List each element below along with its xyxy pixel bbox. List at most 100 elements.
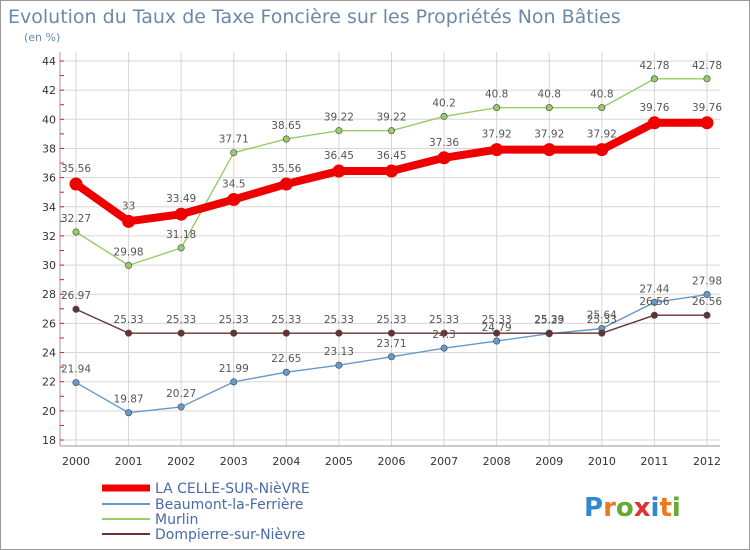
x-tick-label: 2010 — [588, 455, 616, 468]
data-label: 38.65 — [271, 120, 301, 132]
legend-label: Dompierre-sur-Nièvre — [155, 527, 305, 543]
logo-letter: x — [634, 493, 651, 523]
data-label: 20.27 — [166, 388, 196, 400]
y-tick-label: 30 — [42, 259, 56, 272]
data-label: 37.92 — [482, 129, 512, 141]
data-label: 25.33 — [114, 314, 144, 326]
proxiti-logo: Proxiti — [584, 493, 681, 523]
logo-text: Proxiti — [584, 493, 681, 523]
data-point — [703, 75, 711, 83]
data-label: 22.65 — [271, 353, 301, 365]
data-labels: 35.56 33 33.49 34.5 35.56 36.45 36.45 37.36 37.9… — [61, 60, 722, 406]
data-point — [230, 149, 238, 157]
data-point — [387, 329, 395, 337]
data-point — [177, 329, 185, 337]
data-point — [542, 143, 556, 157]
y-tick-label: 20 — [42, 405, 56, 418]
data-label: 29.98 — [114, 246, 144, 258]
data-point — [282, 135, 290, 143]
data-label: 32.27 — [61, 213, 91, 225]
data-point — [545, 104, 553, 112]
data-point — [332, 164, 346, 178]
logo-letter: o — [616, 493, 634, 523]
data-point — [650, 311, 658, 319]
data-point — [177, 403, 185, 411]
data-label: 24.79 — [482, 322, 512, 334]
data-label: 25.33 — [166, 314, 196, 326]
data-point — [440, 112, 448, 120]
data-label: 37.92 — [534, 129, 564, 141]
data-point — [174, 207, 188, 221]
data-label: 40.8 — [538, 89, 561, 101]
data-label: 35.56 — [271, 163, 301, 175]
data-point — [647, 116, 661, 130]
data-label: 25.33 — [376, 314, 406, 326]
data-point — [72, 305, 80, 313]
data-label: 23.71 — [376, 338, 406, 350]
x-tick-label: 2008 — [483, 455, 511, 468]
data-label: 42.78 — [692, 60, 722, 72]
data-point — [72, 228, 80, 236]
data-point — [227, 192, 241, 206]
data-point — [335, 329, 343, 337]
data-point — [595, 143, 609, 157]
logo-letter: i — [672, 493, 681, 523]
y-tick-label: 44 — [42, 55, 56, 68]
data-point — [335, 127, 343, 135]
logo-letter: P — [584, 493, 603, 523]
x-tick-label: 2002 — [167, 455, 195, 468]
y-tick-label: 34 — [42, 201, 56, 214]
data-point — [440, 344, 448, 352]
legend-label: LA CELLE-SUR-NièVRE — [155, 481, 310, 497]
x-tick-label: 2001 — [115, 455, 143, 468]
data-label: 39.76 — [639, 102, 669, 114]
data-label: 24.3 — [432, 329, 455, 341]
data-point — [230, 329, 238, 337]
legend: LA CELLE-SUR-NièVREBeaumont-la-FerrièreM… — [102, 481, 310, 543]
data-point — [440, 329, 448, 337]
data-label: 36.45 — [376, 150, 406, 162]
x-tick-label: 2009 — [535, 455, 563, 468]
data-point — [598, 329, 606, 337]
data-point — [490, 143, 504, 157]
y-tick-label: 22 — [42, 376, 56, 389]
data-label: 21.94 — [61, 364, 91, 376]
y-tick-label: 18 — [42, 434, 56, 447]
data-point — [125, 261, 133, 269]
data-point — [282, 329, 290, 337]
data-label: 27.44 — [639, 283, 669, 295]
x-tick-label: 2003 — [220, 455, 248, 468]
data-label: 34.5 — [222, 178, 245, 190]
chart-subtitle: (en %) — [24, 31, 60, 44]
data-label: 37.71 — [219, 134, 249, 146]
legend-label: Beaumont-la-Ferrière — [155, 497, 304, 513]
data-label: 25.33 — [587, 314, 617, 326]
y-tick-label: 24 — [42, 347, 56, 360]
y-tick-label: 36 — [42, 172, 56, 185]
data-label: 27.98 — [692, 276, 722, 288]
grid-lines — [60, 52, 720, 446]
data-point — [437, 151, 451, 165]
data-label: 40.8 — [485, 89, 508, 101]
data-point — [125, 329, 133, 337]
data-point — [385, 164, 398, 178]
data-label: 25.33 — [482, 314, 512, 326]
x-tick-label: 2004 — [272, 455, 300, 468]
y-tick-label: 40 — [42, 113, 56, 126]
data-label: 25.33 — [534, 314, 564, 326]
data-label: 33 — [122, 200, 135, 212]
data-label: 25.29 — [534, 315, 564, 327]
data-point — [493, 329, 501, 337]
data-point — [703, 311, 711, 319]
data-label: 39.22 — [324, 112, 354, 124]
data-label: 26.97 — [61, 290, 91, 302]
y-tick-label: 38 — [42, 142, 56, 155]
data-point — [598, 104, 606, 112]
data-label: 39.76 — [692, 102, 722, 114]
data-label: 25.33 — [271, 314, 301, 326]
data-point — [493, 337, 501, 345]
data-label: 35.56 — [61, 163, 91, 175]
data-point — [279, 177, 293, 191]
